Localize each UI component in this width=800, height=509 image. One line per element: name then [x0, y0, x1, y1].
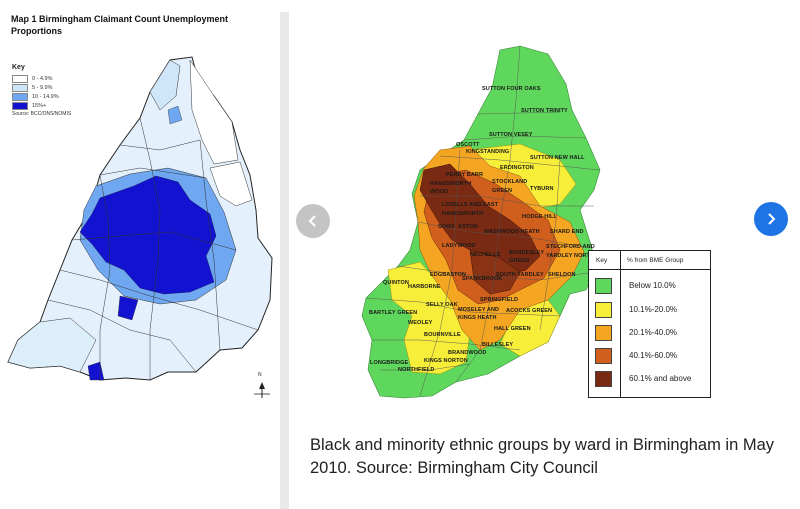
ward-label: LADYWOOD [442, 243, 476, 249]
legend-row: Below 10.0% [595, 278, 676, 294]
legend-label: 60.1% and above [629, 374, 692, 383]
ward-label: EDGBASTON [430, 272, 466, 278]
ward-label: ASTON [458, 224, 478, 230]
ward-label: SOUTH YARDLEY [496, 272, 544, 278]
legend-label: 40.1%-60.0% [629, 351, 678, 360]
bme-map-panel [289, 0, 800, 509]
legend-label: 10.1%-20.0% [629, 305, 678, 314]
ward-label: OSCOTT [456, 142, 480, 148]
key-swatch [12, 75, 28, 83]
key-row: 5 - 9.9% [12, 84, 71, 92]
legend-row: 20.1%-40.0% [595, 325, 677, 341]
key-swatch [12, 102, 28, 110]
ward-label: LONGBRIDGE [370, 360, 409, 366]
ward-label: NORTHFIELD [398, 367, 435, 373]
legend-swatch [595, 348, 612, 364]
key-swatch [12, 93, 28, 101]
unemployment-map [7, 56, 273, 398]
compass-label: N [258, 372, 262, 378]
ward-label: KINGS NORTON [424, 358, 468, 364]
legend-key-header: Key [596, 257, 608, 264]
ward-label: BOURNVILLE [424, 332, 461, 338]
ward-label: TYBURN [530, 186, 554, 192]
key-label: 5 - 9.9% [32, 85, 53, 91]
ward-label: SUTTON VESEY [489, 132, 533, 138]
ward-label: SPARKBROOK [462, 276, 503, 282]
ward-label: ERDINGTON [500, 165, 534, 171]
legend-row: 60.1% and above [595, 371, 691, 387]
map1-source: Source: BCC/ONS/NOMIS [12, 111, 72, 117]
ward-label: ACOCKS GREEN [506, 308, 553, 314]
key-label: 10 - 14.9% [32, 94, 59, 100]
ward-label: SOHO [438, 224, 455, 230]
map1-title: Map 1 Birmingham Claimant Count Unemploy… [11, 14, 229, 36]
ward-label: SUTTON NEW HALL [530, 155, 585, 161]
compass-icon [254, 382, 270, 398]
chevron-left-icon [308, 215, 316, 227]
legend-swatch [595, 278, 612, 294]
map1-key-title: Key [12, 64, 25, 71]
ward-label: BRANDWOOD [448, 350, 487, 356]
key-label: 15%+ [32, 103, 47, 109]
ward-label: BARTLEY GREEN [369, 310, 418, 316]
legend-label: Below 10.0% [629, 281, 676, 290]
ward-label: QUINTON [383, 280, 409, 286]
key-swatch [12, 84, 28, 92]
ward-label: NECHELLS [470, 252, 501, 258]
legend-swatch [595, 371, 612, 387]
chevron-right-icon [768, 213, 776, 225]
ward-label: HODGE HILL [522, 214, 557, 220]
ward-label: SUTTON FOUR OAKS [482, 86, 541, 92]
legend-row: 40.1%-60.0% [595, 348, 677, 364]
ward-label: STECHFORD AND YARDLEY NORTH [546, 244, 595, 259]
ward-label: BORDESLEY GREEN [509, 250, 545, 264]
unemployment-map-panel: Map 1 Birmingham Claimant Count Unemploy… [0, 0, 278, 509]
ward-label: WEOLEY [408, 320, 433, 326]
image-caption: Black and minority ethnic groups by ward… [310, 436, 775, 477]
ward-label: KINGSTANDING [466, 149, 510, 155]
ward-label: HALL GREEN [494, 326, 531, 332]
key-row: 10 - 14.9% [12, 93, 71, 101]
bme-map [361, 45, 601, 399]
ward-label: SPRINGFIELD [480, 297, 519, 303]
legend-swatch [595, 302, 612, 318]
ward-label: SUTTON TRINITY [521, 108, 568, 114]
key-row: 0 - 4.9% [12, 75, 71, 83]
legend-swatch [595, 325, 612, 341]
ward-label: STOCKLAND GREEN [492, 179, 528, 194]
bme-legend: Key % from BME Group Below 10.0% 10.1%-2… [588, 250, 711, 398]
legend-group-header: % from BME Group [627, 257, 684, 264]
ward-label: HANDSWORTH WOOD [430, 181, 472, 195]
legend-row: 10.1%-20.0% [595, 302, 677, 318]
next-button[interactable] [754, 202, 788, 236]
legend-label: 20.1%-40.0% [629, 328, 678, 337]
key-label: 0 - 4.9% [32, 76, 53, 82]
ward-label: WASHWOOD HEATH [484, 229, 540, 235]
ward-label: HARBORNE [408, 284, 441, 290]
ward-label: SHARD END [550, 229, 584, 235]
ward-label: SELLY OAK [426, 302, 458, 308]
ward-label: BILLESLEY [482, 342, 514, 348]
ward-label: PERRY BARR [446, 172, 484, 178]
key-row: 15%+ [12, 102, 71, 110]
previous-button[interactable] [296, 204, 330, 238]
ward-label: SHELDON [548, 272, 576, 278]
map1-key: 0 - 4.9% 5 - 9.9% 10 - 14.9% 15%+ Source… [12, 75, 71, 117]
ward-label: MOSELEY AND KINGS HEATH [458, 307, 500, 321]
panel-divider [280, 12, 289, 509]
ward-label: LOZELLS AND EAST HANDSWORTH [442, 202, 499, 217]
